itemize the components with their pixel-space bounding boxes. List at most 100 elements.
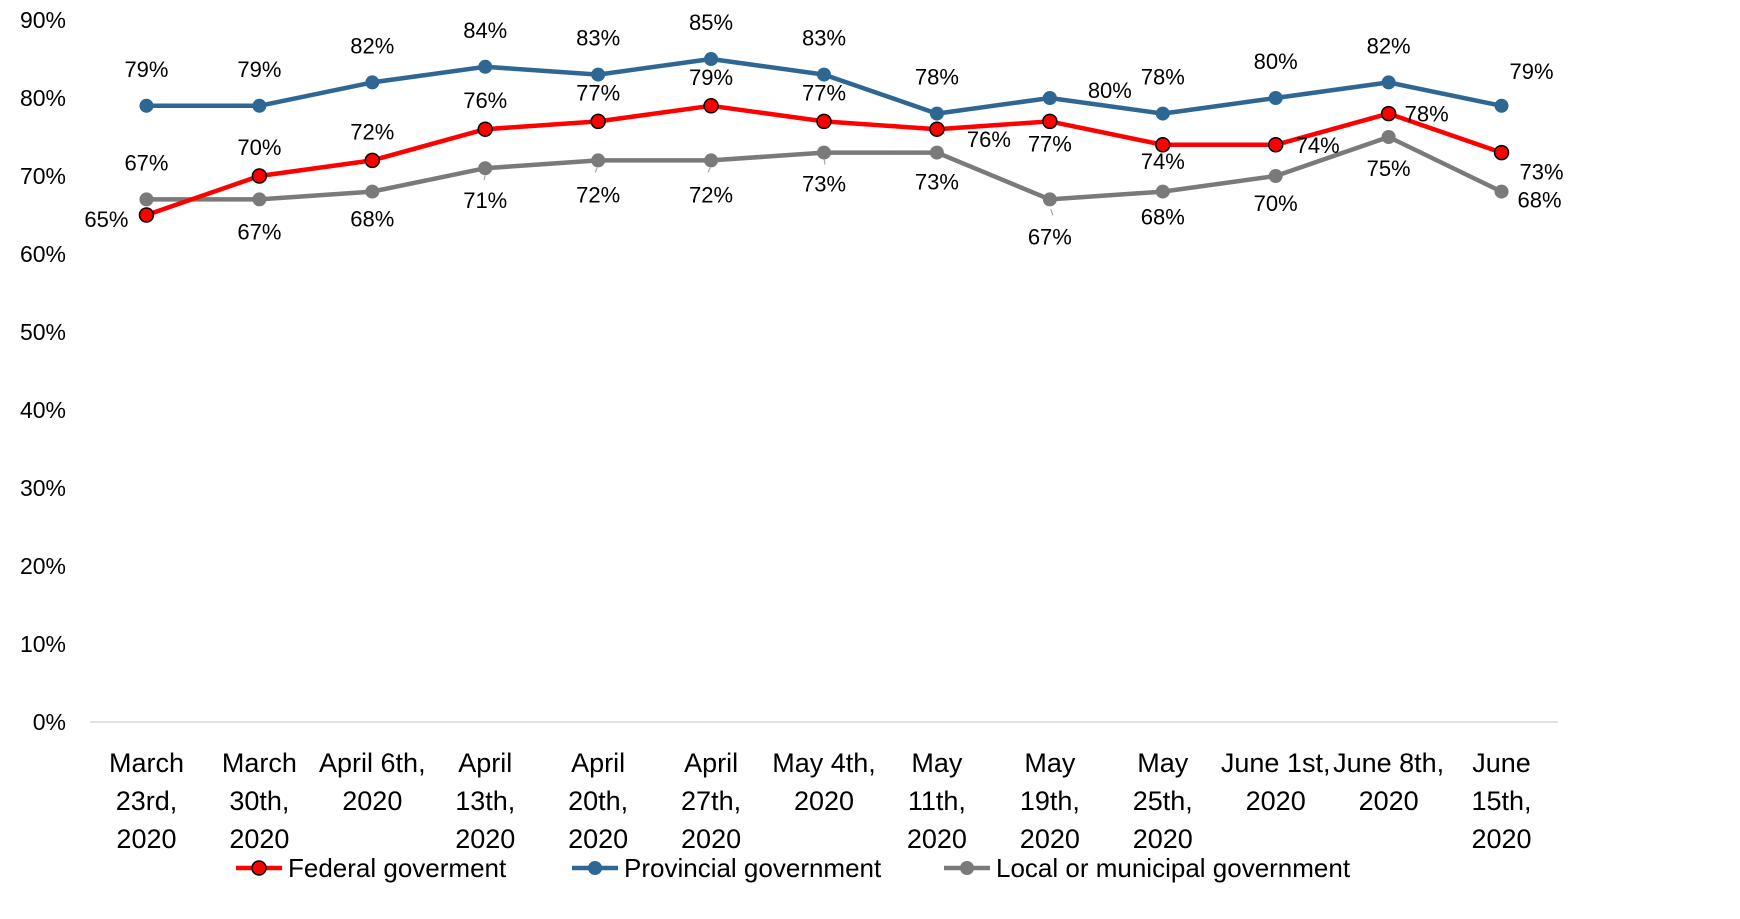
data-point xyxy=(703,98,719,114)
data-point xyxy=(817,67,831,82)
data-label: 79% xyxy=(1510,59,1554,84)
legend-label: Federal goverment xyxy=(288,853,507,883)
data-label: 67% xyxy=(124,150,168,175)
legend-swatch-marker xyxy=(588,861,602,875)
data-label: 78% xyxy=(1141,65,1185,90)
data-label: 73% xyxy=(915,170,959,195)
data-label: 80% xyxy=(1088,78,1132,103)
data-point xyxy=(138,207,155,223)
data-label: 82% xyxy=(1367,33,1411,58)
data-label: 78% xyxy=(1405,102,1449,127)
data-label: 67% xyxy=(237,219,281,244)
data-point xyxy=(252,192,267,207)
x-category-label: April 6th, 2020 xyxy=(319,748,426,816)
data-label: 72% xyxy=(350,119,394,144)
data-label: 67% xyxy=(1028,224,1072,249)
legend-label: Local or municipal government xyxy=(996,853,1351,883)
x-category-label: June 8th, 2020 xyxy=(1333,748,1444,816)
data-point xyxy=(1380,105,1397,122)
data-label: 72% xyxy=(576,182,620,207)
data-label: 75% xyxy=(1367,156,1411,181)
data-point xyxy=(816,113,832,130)
data-label: 79% xyxy=(689,65,733,90)
data-label: 73% xyxy=(802,172,846,197)
data-point xyxy=(591,153,606,168)
label-leader-line xyxy=(707,167,711,173)
legend-label: Provincial government xyxy=(624,853,882,883)
data-point xyxy=(817,145,831,160)
data-label: 79% xyxy=(124,57,168,82)
data-point xyxy=(1042,91,1057,105)
y-tick-label: 50% xyxy=(20,319,66,345)
y-tick-label: 90% xyxy=(20,7,66,33)
data-point xyxy=(139,192,154,207)
axes: 0% 10% 20% 30% 40% 50% 60% 70% 80% 90% March 23rd, 2… xyxy=(20,7,1558,854)
data-point xyxy=(1381,130,1396,144)
data-label: 76% xyxy=(463,88,507,113)
data-label: 83% xyxy=(802,26,846,51)
data-label: 68% xyxy=(1141,205,1185,230)
data-point xyxy=(1268,169,1283,183)
data-label: 82% xyxy=(350,33,394,58)
y-tick-label: 60% xyxy=(20,241,66,267)
data-point xyxy=(704,153,719,168)
label-leader-line xyxy=(823,159,826,165)
y-tick-label: 10% xyxy=(20,631,66,657)
data-point xyxy=(364,152,381,169)
y-tick-label: 40% xyxy=(20,397,66,423)
legend-item: Local or municipal government xyxy=(944,853,1351,883)
data-label: 72% xyxy=(689,182,733,207)
data-point xyxy=(1268,91,1283,105)
data-label: 84% xyxy=(463,18,507,43)
x-category-label: March 23rd, 2020 xyxy=(109,748,184,854)
y-tick-label: 20% xyxy=(20,553,66,579)
data-label: 76% xyxy=(967,127,1011,152)
x-category-label: May 19th, 2020 xyxy=(1020,748,1080,854)
legend-item: Provincial government xyxy=(572,853,882,883)
data-point xyxy=(1155,184,1170,199)
data-label: 73% xyxy=(1520,160,1564,185)
y-tick-label: 30% xyxy=(20,475,66,501)
data-point xyxy=(590,113,606,130)
data-label: 77% xyxy=(1028,131,1072,156)
data-point xyxy=(929,106,944,121)
data-label: 77% xyxy=(802,80,846,105)
data-point xyxy=(1494,184,1509,199)
x-category-label: May 25th, 2020 xyxy=(1133,748,1193,854)
data-point xyxy=(591,67,606,82)
data-label: 68% xyxy=(1518,188,1562,213)
data-point xyxy=(1155,106,1170,121)
x-category-label: May 11th, 2020 xyxy=(907,748,967,854)
legend-item: Federal goverment xyxy=(236,853,507,883)
data-point xyxy=(365,75,380,90)
x-category-label: June 15th, 2020 xyxy=(1471,748,1531,854)
data-label: 79% xyxy=(237,57,281,82)
series-markers xyxy=(138,52,1510,223)
legend-swatch-marker xyxy=(960,861,974,875)
data-label: 77% xyxy=(576,80,620,105)
data-point xyxy=(251,168,268,184)
data-point xyxy=(478,161,493,176)
data-label: 65% xyxy=(84,207,128,232)
data-label: 70% xyxy=(1254,191,1298,216)
data-label: 78% xyxy=(915,65,959,90)
data-label: 74% xyxy=(1296,133,1340,158)
x-category-label: April 13th, 2020 xyxy=(455,748,515,854)
y-tick-label: 70% xyxy=(20,163,66,189)
data-point xyxy=(1042,113,1058,130)
data-point xyxy=(1042,192,1057,207)
label-leader-line xyxy=(1050,208,1054,216)
x-category-label: May 4th, 2020 xyxy=(772,748,876,816)
x-category-label: April 27th, 2020 xyxy=(681,748,741,854)
legend-swatch-marker xyxy=(251,860,267,876)
data-point xyxy=(365,184,380,199)
data-point xyxy=(252,98,267,113)
label-leader-line xyxy=(483,175,486,181)
data-point xyxy=(1381,75,1396,90)
data-label: 83% xyxy=(576,26,620,51)
x-category-label: March 30th, 2020 xyxy=(222,748,297,854)
data-point xyxy=(704,52,719,66)
data-point xyxy=(929,121,945,137)
data-point xyxy=(1155,137,1171,153)
